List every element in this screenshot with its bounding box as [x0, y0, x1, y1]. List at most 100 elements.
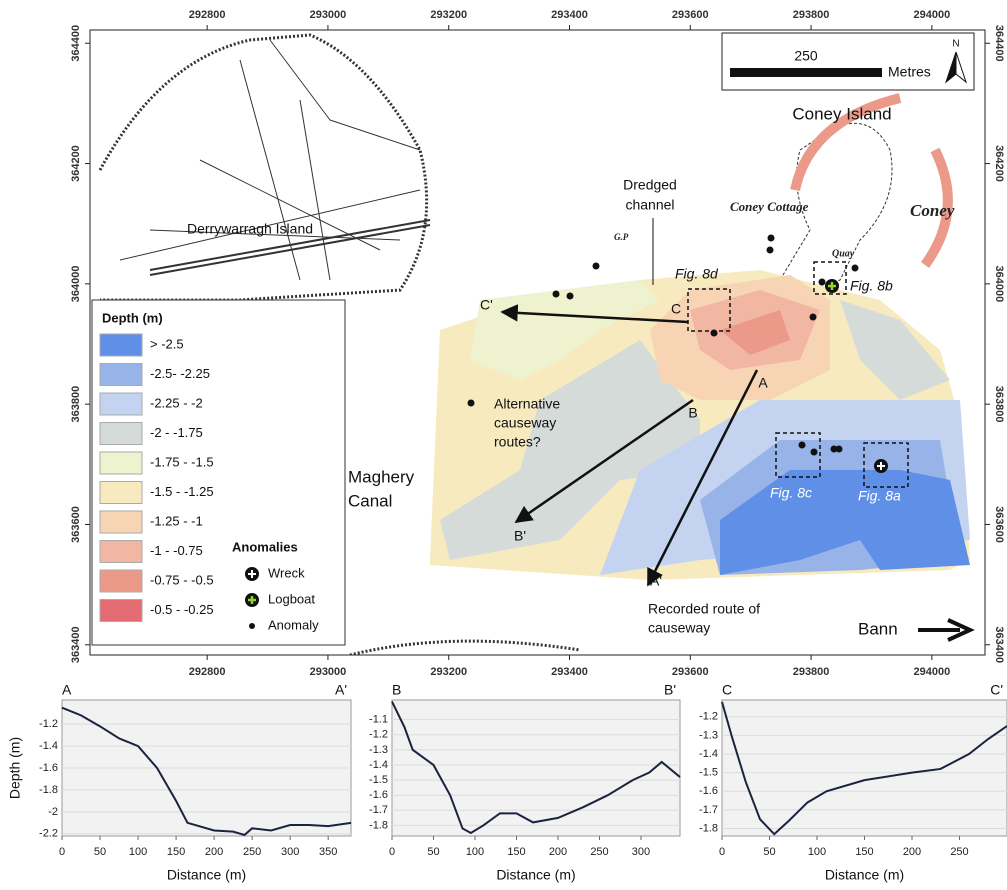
legend-swatch: [100, 482, 142, 504]
x-tick-label: 50: [427, 846, 439, 858]
y-tick-label: -1.4: [699, 748, 718, 760]
y-tick-label: 364400: [70, 25, 82, 62]
anomaly: [567, 293, 574, 300]
x-tick-label: 293200: [430, 666, 467, 678]
annotation: causeway: [648, 620, 710, 636]
profile-start-label: C: [722, 682, 732, 698]
y-tick-label: -1.3: [699, 729, 718, 741]
y-tick-label: 363600: [70, 506, 82, 543]
route-label: C: [671, 301, 681, 317]
x-tick-label: 0: [59, 846, 65, 858]
legend-label: -1.25 - -1: [150, 513, 203, 528]
y-tick-label: -2: [48, 806, 58, 818]
old-map-label: Quay: [832, 248, 855, 259]
place-label: Coney Island: [792, 104, 891, 123]
anomaly-icon: [249, 623, 255, 629]
y-tick-label: -1.4: [39, 740, 58, 752]
x-axis-label: Distance (m): [167, 867, 246, 883]
y-tick-label: 363400: [70, 626, 82, 663]
anomaly: [553, 291, 560, 298]
legend-label: -1 - -0.75: [150, 543, 203, 558]
legend-swatch: [100, 511, 142, 533]
x-tick-label: 292800: [189, 9, 226, 21]
x-tick-label: 293400: [551, 9, 588, 21]
y-tick-label: -1.2: [369, 729, 388, 741]
x-tick-label: 293000: [310, 9, 347, 21]
anomaly: [819, 279, 826, 286]
x-tick-label: 200: [549, 846, 567, 858]
place-label: channel: [625, 197, 674, 213]
y-tick-label: -1.8: [39, 784, 58, 796]
y-tick-label: -1.4: [369, 759, 388, 771]
legend-label: -0.75 - -0.5: [150, 572, 214, 587]
x-tick-label: 200: [205, 846, 223, 858]
scale-bar: 250 Metres N: [722, 33, 974, 90]
anomaly: [711, 330, 718, 337]
plot-area: [722, 700, 1007, 836]
y-tick-label: 364200: [993, 145, 1005, 182]
x-tick-label: 50: [94, 846, 106, 858]
y-tick-label: -1.6: [699, 785, 718, 797]
legend-swatch: [100, 364, 142, 386]
annotation: Recorded route of: [648, 601, 760, 617]
x-tick-label: 250: [243, 846, 261, 858]
legend-swatch: [100, 393, 142, 415]
y-tick-label: 363400: [993, 626, 1005, 663]
x-tick-label: 350: [319, 846, 337, 858]
x-tick-label: 293800: [793, 666, 830, 678]
scale-box: [722, 33, 974, 90]
legend-label: -2.5- -2.25: [150, 366, 210, 381]
x-tick-label: 293200: [430, 9, 467, 21]
y-tick-label: 364400: [993, 25, 1005, 62]
x-tick-label: 300: [281, 846, 299, 858]
x-tick-label: 100: [129, 846, 147, 858]
place-label: Dredged: [623, 177, 677, 193]
old-map-label: Coney Cottage: [730, 199, 809, 214]
annotation: causeway: [494, 415, 556, 431]
y-tick-label: -1.2: [39, 718, 58, 730]
x-tick-label: 100: [808, 846, 826, 858]
anomaly: [811, 449, 818, 456]
scale-unit: Metres: [888, 64, 931, 80]
y-tick-label: 364000: [993, 265, 1005, 302]
y-tick-label: 364200: [70, 145, 82, 182]
y-tick-label: -1.6: [369, 789, 388, 801]
y-tick-label: -1.1: [369, 714, 388, 726]
profile-start-label: A: [62, 682, 72, 698]
legend-label: -1.75 - -1.5: [150, 454, 214, 469]
place-label: Canal: [348, 491, 392, 510]
legend-label: -1.5 - -1.25: [150, 484, 214, 499]
legend-swatch: [100, 423, 142, 445]
x-tick-label: 0: [389, 846, 395, 858]
x-axis-label: Distance (m): [825, 867, 904, 883]
x-tick-label: 294000: [913, 666, 950, 678]
old-map-label: G.P: [614, 232, 629, 242]
legend-label: -2.25 - -2: [150, 395, 203, 410]
legend-label: -0.5 - -0.25: [150, 602, 214, 617]
x-tick-label: 150: [855, 846, 873, 858]
wreck-marker: [874, 459, 888, 473]
x-tick-label: 150: [167, 846, 185, 858]
profile-end-label: B': [664, 682, 676, 698]
y-tick-label: 363600: [993, 506, 1005, 543]
y-axis-label: Depth (m): [7, 737, 23, 799]
x-tick-label: 293800: [793, 9, 830, 21]
y-tick-label: 364000: [70, 265, 82, 302]
x-tick-label: 100: [466, 846, 484, 858]
profile-start-label: B: [392, 682, 401, 698]
place-label: Derrywarragh Island: [187, 221, 313, 237]
anomaly: [799, 442, 806, 449]
x-tick-label: 293000: [310, 666, 347, 678]
y-tick-label: -1.7: [699, 804, 718, 816]
anomaly: [593, 263, 600, 270]
x-tick-label: 300: [632, 846, 650, 858]
anomaly: [836, 446, 843, 453]
x-axis-label: Distance (m): [496, 867, 575, 883]
legend-label: -2 - -1.75: [150, 425, 203, 440]
legend: Depth (m) Anomalies > -2.5-2.5- -2.25-2.…: [92, 300, 345, 645]
anomaly: [767, 247, 774, 254]
x-tick-label: 250: [950, 846, 968, 858]
legend-label: Logboat: [268, 591, 315, 606]
anomaly: [468, 400, 475, 407]
y-tick-label: -1.8: [369, 819, 388, 831]
